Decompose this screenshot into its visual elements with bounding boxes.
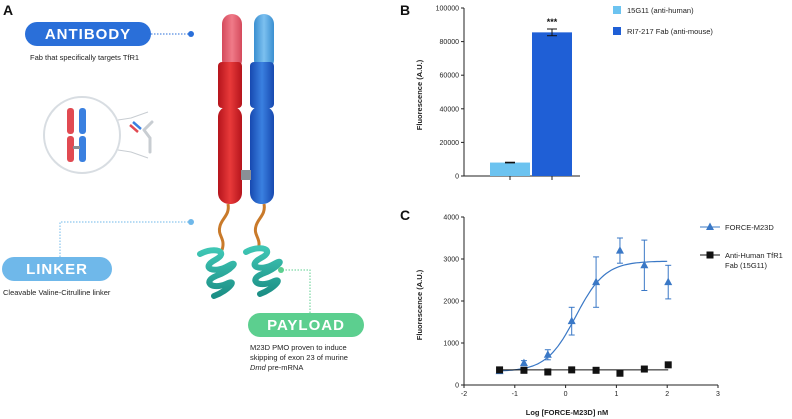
fit-curve-force-m23d [499, 260, 668, 372]
legend-marker [706, 222, 714, 230]
linker-pill: LINKER [2, 257, 112, 281]
data-point-square [520, 366, 528, 374]
right-light-chain-upper [254, 14, 274, 70]
payload-leader-dot [278, 267, 284, 273]
x-tick-label: 3 [716, 391, 720, 398]
bar [532, 32, 572, 176]
y-tick-label: 4000 [443, 215, 459, 222]
bar-chart-y-axis-label: Fluorescence (A.U.) [415, 59, 424, 130]
legend-label: Anti-Human TfR1 [725, 251, 783, 260]
bar-chart-bars: *** [490, 17, 572, 176]
significance-annotation: *** [547, 17, 558, 27]
dose-response-chart-series [495, 237, 673, 377]
x-tick-label: 2 [665, 391, 669, 398]
bar-chart: 0 20000 40000 60000 80000 100000 *** 15G11 (a… [415, 6, 713, 181]
y-tick-label: 0 [455, 174, 459, 181]
right-heavy-chain-upper [250, 62, 274, 108]
inset-magnifier-icon [43, 96, 154, 174]
legend-label: 15G11 (anti-human) [627, 6, 694, 15]
y-tick-label: 80000 [440, 39, 460, 46]
legend-label: FORCE-M23D [725, 223, 774, 232]
data-point-triangle [615, 246, 624, 254]
x-tick-label: 0 [564, 391, 568, 398]
dose-response-chart: 0 1000 2000 3000 4000 -2 -1 0 1 2 3 FORCE-M23D Anti… [415, 215, 783, 418]
left-heavy-chain-upper [218, 62, 242, 108]
y-tick-label: 0 [455, 383, 459, 390]
y-tick-label: 3000 [443, 257, 459, 264]
data-point-triangle [592, 277, 601, 286]
y-tick-label: 2000 [443, 299, 459, 306]
panel-a-letter: A [3, 2, 14, 18]
y-tick-label: 40000 [440, 106, 460, 113]
x-tick-label: 1 [614, 391, 618, 398]
data-point-square [496, 366, 504, 374]
payload-desc-line3: Dmd pre-mRNA [250, 363, 348, 373]
left-light-chain-upper [222, 14, 242, 70]
payload-desc-line2: skipping of exon 23 of murine [250, 353, 348, 362]
data-point-square [640, 365, 648, 373]
data-point-triangle [543, 350, 552, 358]
legend-swatch [613, 6, 621, 14]
right-linker-tail [253, 203, 266, 251]
bar-chart-legend: 15G11 (anti-human) RI7-217 Fab (anti-mous… [613, 6, 713, 36]
left-payload-helix [197, 247, 237, 299]
data-point-square [616, 369, 624, 377]
dose-response-chart-x-axis-label: Log [FORCE-M23D] nM [526, 408, 609, 417]
linker-leader-dot [188, 219, 194, 225]
data-point-triangle [640, 260, 649, 269]
data-point-square [544, 368, 552, 376]
right-payload-helix [243, 245, 283, 297]
payload-desc: M23D PMO proven to induce skipping of ex… [250, 343, 348, 373]
data-point-triangle [664, 277, 673, 286]
data-point-triangle [567, 316, 576, 325]
antibody-desc: Fab that specifically targets TfR1 [30, 53, 140, 62]
payload-leader-line [282, 269, 311, 313]
data-point-square [664, 361, 672, 369]
payload-pill: PAYLOAD [248, 313, 364, 337]
antibody-pill: ANTIBODY [25, 22, 151, 46]
dose-response-chart-y-axis-label: Fluorescence (A.U.) [415, 269, 424, 340]
x-tick-label: -1 [512, 391, 518, 398]
payload-dmd-text: Dmd [250, 363, 266, 372]
panel-b-letter: B [400, 2, 411, 18]
bar [490, 162, 530, 176]
x-tick-label: -2 [461, 391, 467, 398]
payload-premrna-text: pre-mRNA [265, 363, 304, 372]
data-point-triangle [519, 358, 528, 367]
legend-swatch [613, 27, 621, 35]
y-tick-label: 1000 [443, 341, 459, 348]
dose-response-chart-axes: 0 1000 2000 3000 4000 -2 -1 0 1 2 3 [443, 215, 720, 399]
right-heavy-chain-lower [250, 106, 274, 204]
y-tick-label: 60000 [440, 73, 460, 80]
antibody-illustration [43, 14, 311, 313]
linker-desc: Cleavable Valine-Citrulline linker [3, 288, 111, 297]
left-linker-tail [217, 203, 230, 251]
legend-marker [706, 251, 714, 259]
disulfide-bridge [241, 170, 251, 180]
payload-desc-line1: M23D PMO proven to induce [250, 343, 347, 352]
y-tick-label: 20000 [440, 140, 460, 147]
legend-label: RI7-217 Fab (anti-mouse) [627, 27, 713, 36]
left-heavy-chain-lower [218, 106, 242, 204]
data-point-square [568, 366, 576, 374]
data-point-square [592, 366, 600, 374]
panel-c-letter: C [400, 207, 411, 223]
antibody-leader-dot [188, 31, 194, 37]
linker-leader-line [59, 221, 190, 257]
legend-label: Fab (15G11) [725, 261, 767, 270]
y-tick-label: 100000 [436, 6, 459, 13]
